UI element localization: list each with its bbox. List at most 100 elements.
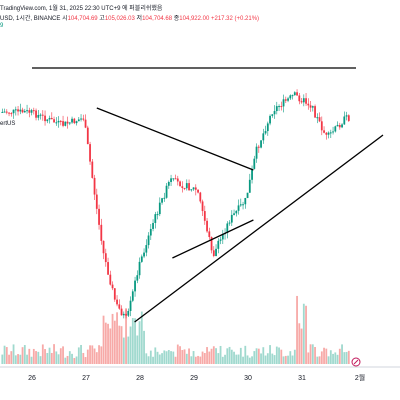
volume-bar xyxy=(156,351,159,364)
volume-bar xyxy=(152,356,154,364)
volume-bar xyxy=(338,348,341,364)
candle-body xyxy=(86,127,89,145)
candle-body xyxy=(217,240,220,249)
volume-bar xyxy=(219,345,222,364)
volume-bar xyxy=(19,354,22,364)
candle-body xyxy=(289,95,292,99)
candles xyxy=(1,89,350,319)
trendline-lower-ascending[interactable] xyxy=(172,219,254,259)
candle-body xyxy=(68,122,71,124)
x-tick-label: 2월 xyxy=(355,373,365,382)
trendline-descending[interactable] xyxy=(96,107,254,171)
candle-body xyxy=(305,98,307,104)
candle-body xyxy=(336,124,339,127)
volume-bar xyxy=(100,346,103,364)
volume-bar xyxy=(251,356,253,364)
candle-body xyxy=(147,235,150,246)
candle-body xyxy=(19,109,22,112)
volume-bar xyxy=(95,352,98,364)
volume-bar xyxy=(341,344,343,364)
volume-bar xyxy=(334,352,337,364)
volume-bar xyxy=(26,354,28,364)
candle-body xyxy=(347,115,350,121)
candle-body xyxy=(302,98,305,103)
candle-body xyxy=(316,117,319,119)
volume-bar xyxy=(134,318,136,364)
volume-bar xyxy=(75,356,78,364)
candle-body xyxy=(55,122,58,124)
volume-bar xyxy=(48,347,51,364)
candle-body xyxy=(325,132,328,135)
volume-bar xyxy=(113,320,116,364)
volume-bar xyxy=(188,348,190,364)
candle-body xyxy=(120,308,123,316)
candle-body xyxy=(197,189,199,193)
candle-body xyxy=(140,256,143,262)
candle-body xyxy=(149,228,152,236)
candle-body xyxy=(194,187,197,190)
candle-body xyxy=(109,274,112,285)
volume-bar xyxy=(73,357,76,364)
tool-icon[interactable] xyxy=(351,357,361,367)
volume-bar xyxy=(289,351,292,364)
candle-body xyxy=(203,211,206,221)
tool-icon-ring[interactable] xyxy=(351,357,361,367)
volume-bar xyxy=(122,337,125,364)
candle-body xyxy=(131,291,134,301)
volume-bar xyxy=(291,355,294,364)
volume-bar xyxy=(28,348,31,364)
volume-bar xyxy=(39,356,42,364)
candle-body xyxy=(341,124,343,128)
candle-body xyxy=(35,110,37,118)
volume-bar xyxy=(21,347,24,364)
volume-bar xyxy=(120,326,123,364)
volume-bar xyxy=(233,351,235,364)
volume-bar xyxy=(284,355,287,364)
candle-body xyxy=(170,178,172,182)
volume-bar xyxy=(212,346,215,364)
volume-bar xyxy=(125,308,127,364)
candle-body xyxy=(71,118,73,123)
candle-body xyxy=(185,183,188,189)
candle-body xyxy=(327,132,330,135)
x-tick-label: 28 xyxy=(136,375,144,382)
volume-bar xyxy=(111,313,114,364)
volume-bar xyxy=(271,353,274,364)
header-publish-line: TradingView.com, 1월 31, 2025 22:30 UTC+9… xyxy=(0,3,162,12)
candle-body xyxy=(235,210,238,214)
volume-bar xyxy=(190,356,193,364)
candle-body xyxy=(154,214,157,223)
candle-body xyxy=(262,133,265,141)
candle-body xyxy=(116,299,118,305)
volume-bar xyxy=(23,345,26,364)
trendline-ascending-support[interactable] xyxy=(134,134,384,323)
volume-bar xyxy=(248,357,251,364)
volume-bar xyxy=(53,344,55,364)
volume-bar xyxy=(64,357,67,364)
volume-bar xyxy=(347,350,350,364)
volume-bar xyxy=(275,346,278,364)
volume-bar xyxy=(62,346,64,364)
candle-body xyxy=(190,189,193,191)
candle-body xyxy=(64,121,67,126)
volume-bar xyxy=(287,355,289,364)
candle-body xyxy=(53,119,55,123)
volume-bar xyxy=(323,347,325,364)
tool-icon-slash[interactable] xyxy=(353,359,359,365)
candle-body xyxy=(57,120,60,123)
volume-bar xyxy=(305,305,307,364)
candle-body xyxy=(230,214,233,223)
volume-bar xyxy=(109,328,112,364)
candle-body xyxy=(307,103,310,106)
candle-body xyxy=(127,310,130,316)
candle-body xyxy=(257,146,260,148)
volume-bar xyxy=(201,351,204,364)
volume-bar xyxy=(14,355,17,364)
candle-body xyxy=(113,288,116,300)
volume-bar xyxy=(147,356,150,364)
volume-bar xyxy=(98,345,100,364)
volume-bar xyxy=(30,356,33,364)
volume-bar xyxy=(345,351,348,364)
candle-body xyxy=(41,114,44,116)
candle-body xyxy=(118,304,121,309)
